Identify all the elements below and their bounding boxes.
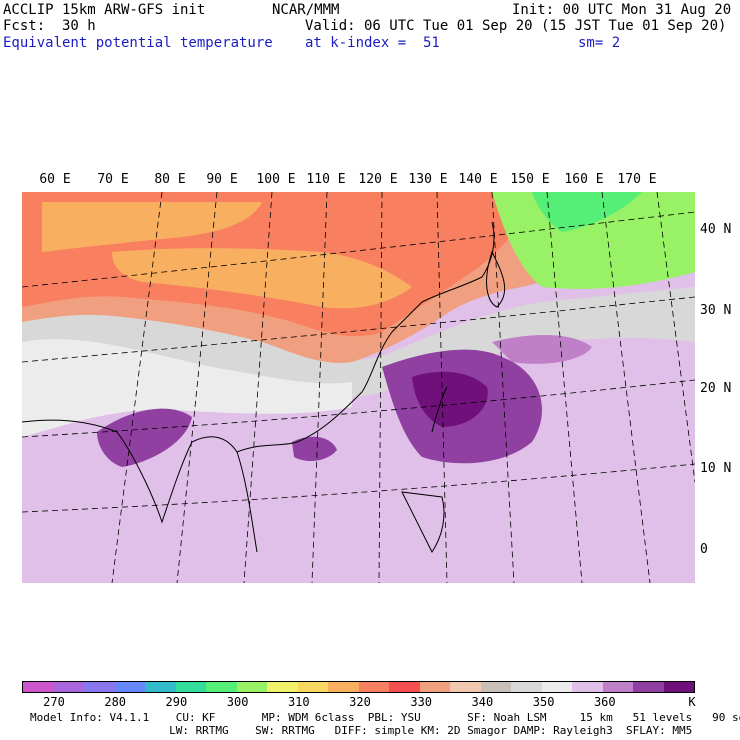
lon-label: 70 E	[97, 172, 129, 187]
plateau-region	[112, 248, 412, 309]
lat-label: 10 N	[700, 461, 732, 476]
colorbar-swatch	[267, 682, 298, 692]
forecast-hour: 30 h	[62, 18, 96, 34]
lon-label: 60 E	[39, 172, 71, 187]
colorbar-swatch	[480, 682, 511, 692]
colorbar-swatch	[23, 682, 54, 692]
colorbar-swatch	[572, 682, 603, 692]
field-name: Equivalent potential temperature	[3, 35, 273, 51]
pacific-band	[492, 335, 592, 364]
forecast-label: Fcst:	[3, 18, 46, 34]
lat-label: 0	[700, 542, 708, 557]
colorbar-swatch	[389, 682, 420, 692]
colorbar-tick: 310	[287, 695, 310, 709]
lon-label: 130 E	[408, 172, 448, 187]
colorbar-swatch	[663, 682, 694, 692]
colorbar-swatch	[297, 682, 328, 692]
model-title: ACCLIP 15km ARW-GFS init	[3, 2, 206, 18]
colorbar-swatch	[206, 682, 237, 692]
colorbar-swatch	[114, 682, 145, 692]
lon-label: 160 E	[564, 172, 604, 187]
cool-air-core	[532, 192, 642, 232]
colorbar-swatch	[84, 682, 115, 692]
colorbar-tick: 330	[410, 695, 433, 709]
colorbar-swatch	[419, 682, 450, 692]
valid-time: Valid: 06 UTC Tue 01 Sep 20 (15 JST Tue …	[305, 18, 727, 34]
colorbar-tick: 350	[532, 695, 555, 709]
bay-of-bengal-max	[97, 408, 192, 467]
colorbar-tick: 320	[349, 695, 371, 709]
colorbar	[22, 681, 695, 693]
coastlines	[22, 221, 506, 553]
smoothing-label: sm= 2	[578, 35, 621, 51]
colorbar-swatch	[450, 682, 481, 692]
warm-land-mid	[42, 202, 262, 252]
lon-label: 140 E	[458, 172, 498, 187]
colorbar-swatch	[236, 682, 267, 692]
model-info-line1: Model Info: V4.1.1 CU: KF MP: WDM 6class…	[30, 711, 740, 724]
colorbar-swatch	[145, 682, 176, 692]
lon-label: 170 E	[617, 172, 657, 187]
map-panel	[22, 192, 695, 583]
lon-label: 80 E	[154, 172, 186, 187]
colorbar-swatch	[53, 682, 84, 692]
colorbar-swatch	[175, 682, 206, 692]
theta-e-map	[22, 192, 695, 583]
lat-label: 30 N	[700, 303, 732, 318]
colorbar-swatch	[541, 682, 572, 692]
colorbar-tick: 290	[165, 695, 188, 709]
graticule	[22, 192, 695, 583]
south-china-sea-max	[292, 436, 337, 462]
lat-label: 20 N	[700, 381, 732, 396]
init-time: Init: 00 UTC Mon 31 Aug 20	[512, 2, 732, 18]
colorbar-swatch	[602, 682, 633, 692]
colorbar-swatch	[633, 682, 664, 692]
colorbar-swatch	[328, 682, 359, 692]
colorbar-tick: 280	[104, 695, 127, 709]
lon-label: 90 E	[206, 172, 238, 187]
colorbar-tick: 340	[471, 695, 494, 709]
cool-air-outer	[492, 192, 695, 289]
model-info-line2: LW: RRTMG SW: RRTMG DIFF: simple KM: 2D …	[30, 724, 693, 737]
colorbar-unit: K	[688, 695, 696, 709]
lon-label: 150 E	[510, 172, 550, 187]
lat-label: 40 N	[700, 222, 732, 237]
org-label: NCAR/MMM	[272, 2, 340, 18]
colorbar-swatch	[358, 682, 389, 692]
western-pacific-core	[412, 371, 488, 427]
colorbar-swatch	[511, 682, 542, 692]
colorbar-tick: 270	[43, 695, 65, 709]
lon-label: 110 E	[306, 172, 346, 187]
lon-label: 100 E	[256, 172, 296, 187]
colorbar-tick: 360	[593, 695, 616, 709]
dry-band	[22, 339, 352, 437]
level-label: at k-index = 51	[305, 35, 440, 51]
lon-label: 120 E	[358, 172, 398, 187]
colorbar-tick: 300	[226, 695, 249, 709]
